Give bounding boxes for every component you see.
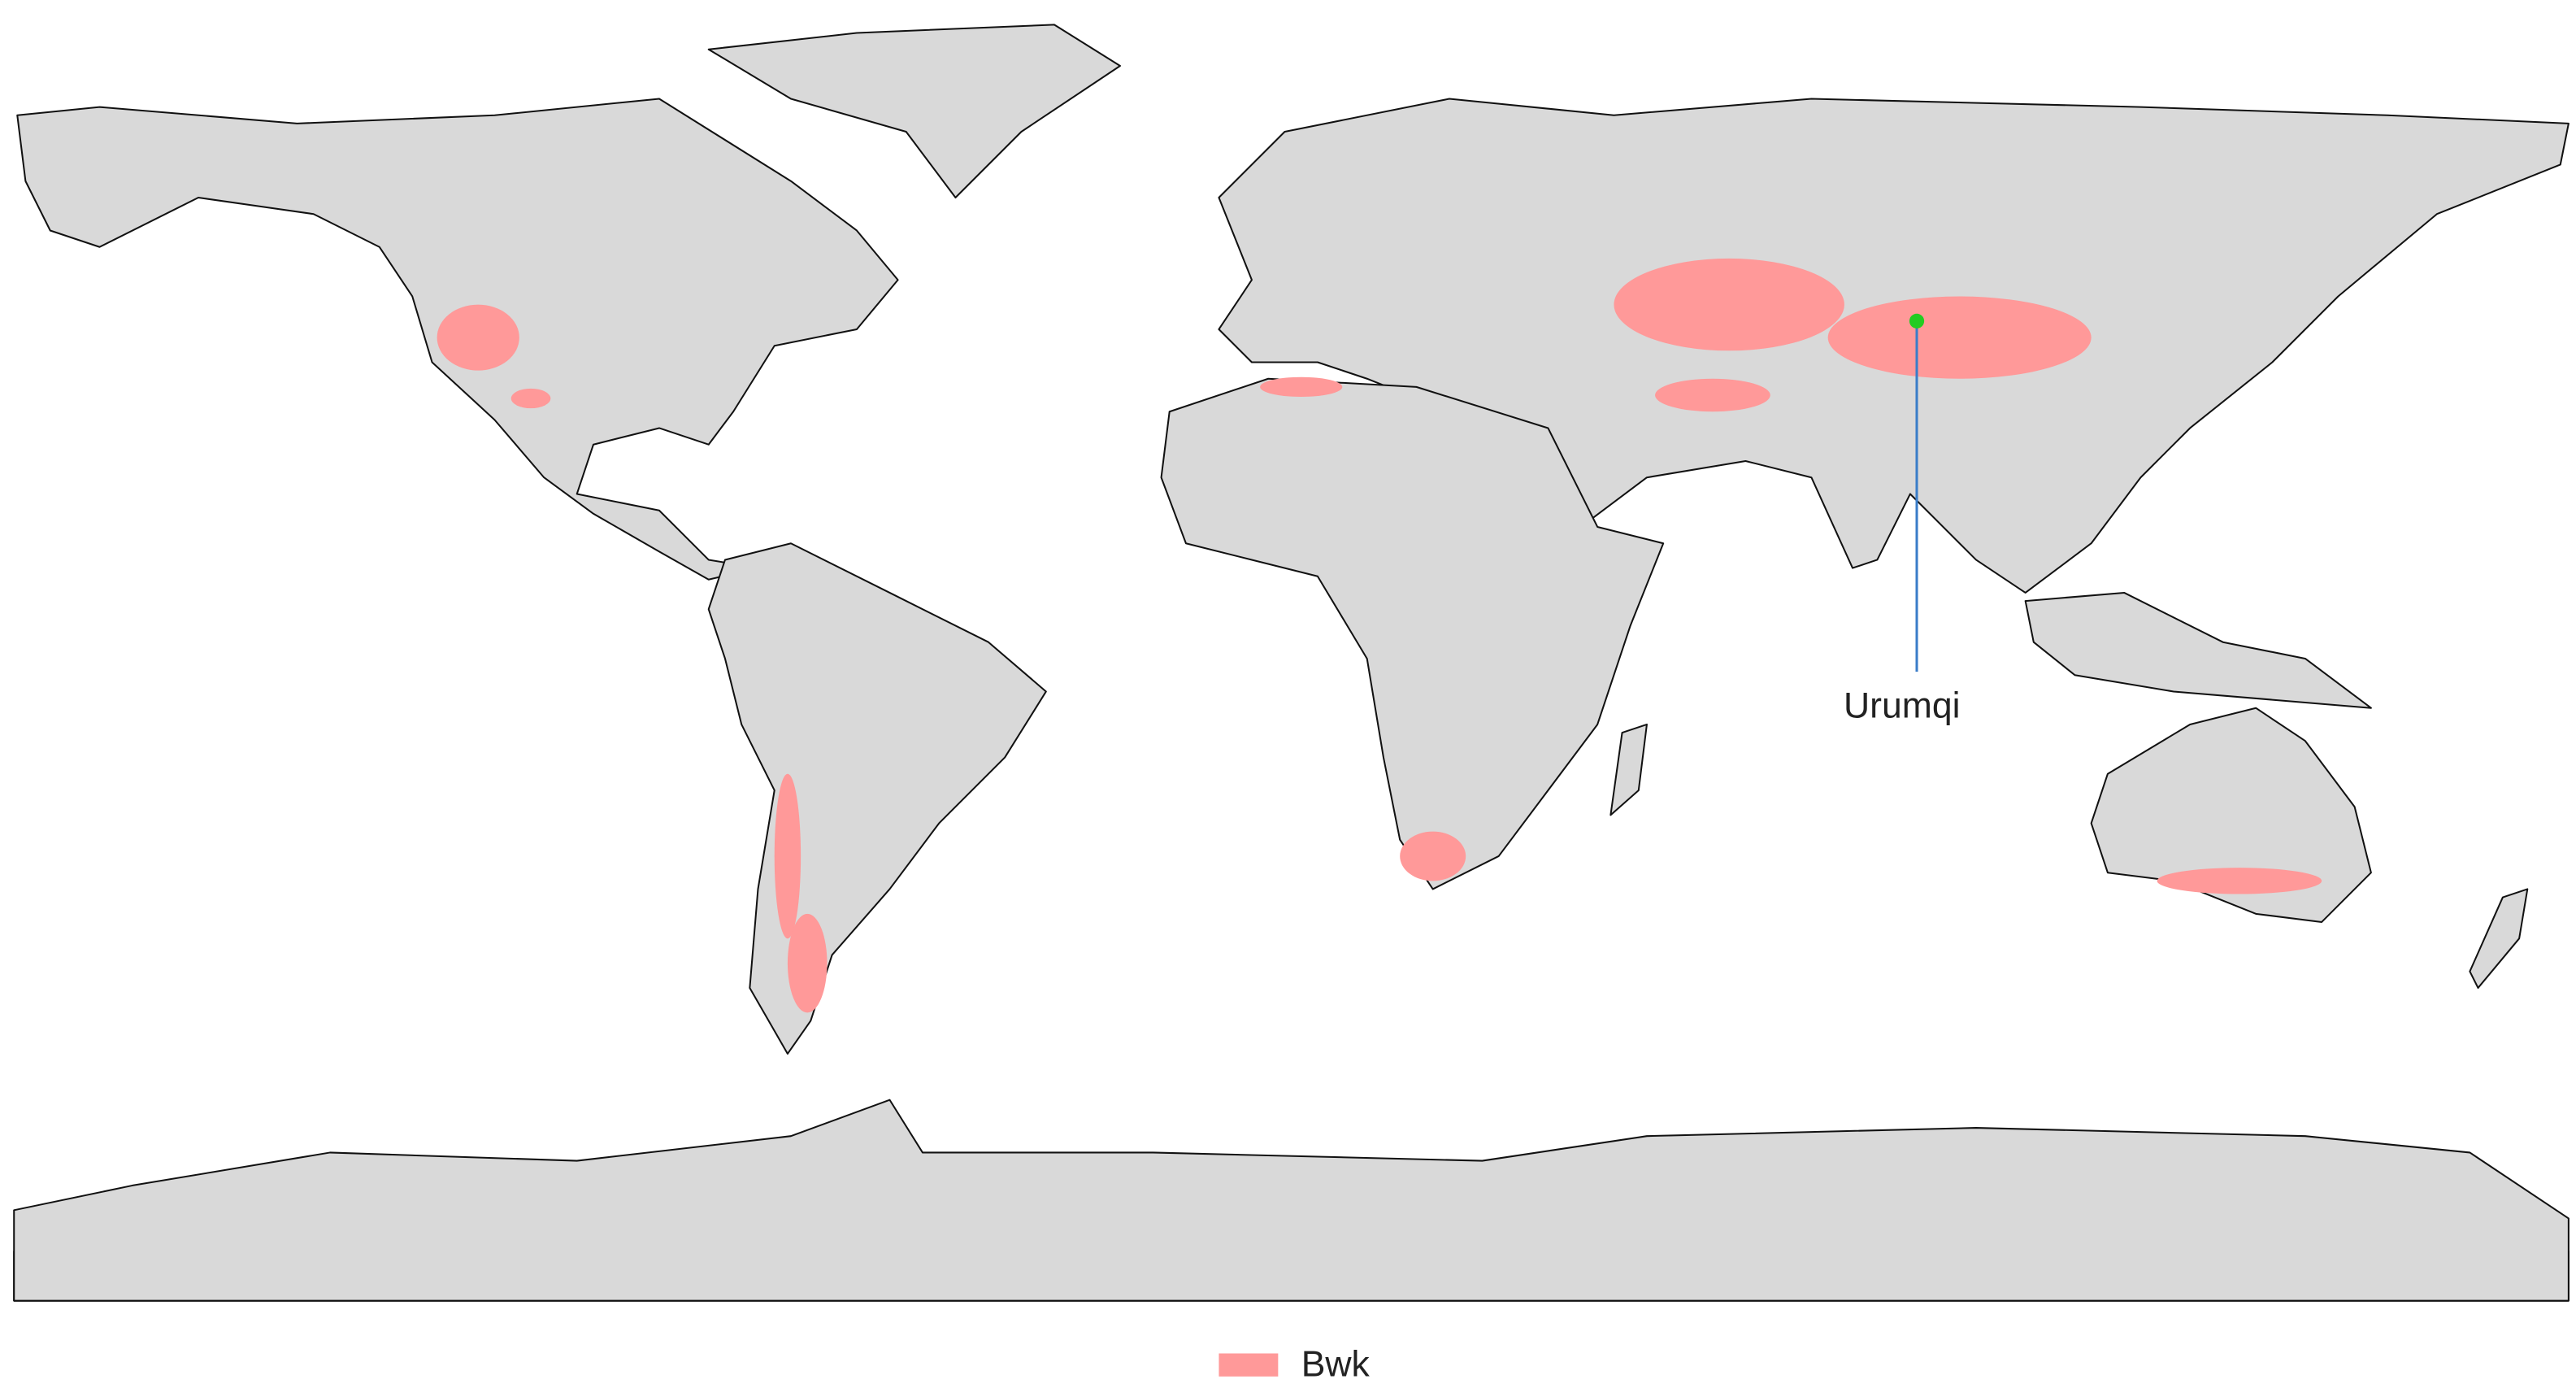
legend-swatch [1218, 1353, 1279, 1377]
bwk-region [1400, 831, 1466, 881]
bwk-region [787, 913, 828, 1013]
bwk-region [1260, 376, 1343, 398]
bwk-region [437, 304, 519, 371]
bwk-regions [437, 258, 2322, 1013]
madagascar [1609, 723, 1648, 816]
greenland [707, 24, 1121, 199]
australia [2090, 707, 2372, 923]
bwk-region [2157, 868, 2322, 894]
southeast-asia-islands [2024, 591, 2372, 709]
south-america [707, 542, 1047, 1055]
annotation-marker [1909, 313, 1925, 329]
legend-label: Bwk [1301, 1344, 1371, 1384]
antarctica [13, 1099, 2569, 1302]
annotation-label: Urumqi [1844, 685, 1961, 725]
africa [1160, 377, 1665, 890]
new-zealand [2469, 888, 2529, 989]
bwk-region [1614, 258, 1844, 351]
bwk-region [774, 773, 801, 939]
land [13, 24, 2569, 1302]
bwk-region [510, 388, 551, 409]
bwk-region [1655, 378, 1770, 412]
bwk-region [1827, 296, 2092, 379]
